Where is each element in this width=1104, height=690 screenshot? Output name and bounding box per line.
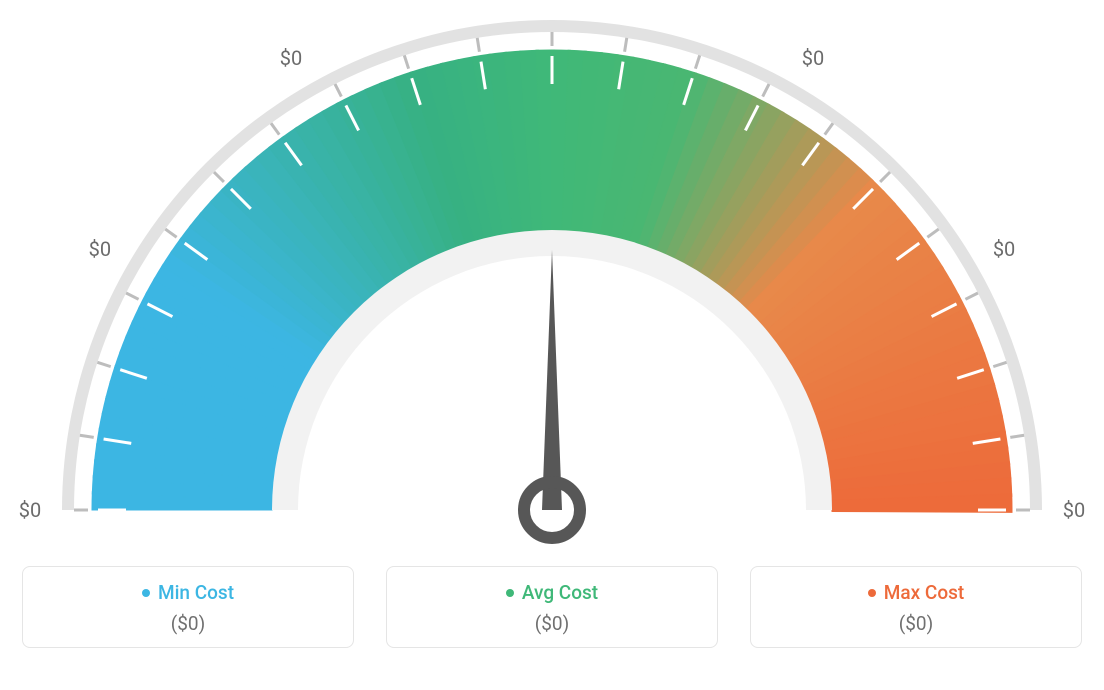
gauge-tick-label: $0 <box>802 46 824 70</box>
legend-card-avg: Avg Cost ($0) <box>386 566 718 648</box>
major-tick <box>165 229 176 237</box>
gauge-tick-label: $0 <box>89 237 111 261</box>
major-tick <box>97 362 110 366</box>
gauge-tick-label: $0 <box>993 237 1015 261</box>
gauge-svg <box>22 10 1082 550</box>
legend-title: Min Cost <box>142 581 234 604</box>
legend-title-text: Min Cost <box>158 581 234 604</box>
major-tick <box>335 84 341 96</box>
major-tick <box>695 55 699 68</box>
major-tick <box>404 55 408 68</box>
major-tick <box>271 123 279 134</box>
legend-title-text: Max Cost <box>884 581 964 604</box>
legend-title: Avg Cost <box>506 581 598 604</box>
major-tick <box>763 84 769 96</box>
major-tick <box>477 38 479 52</box>
major-tick <box>126 293 138 299</box>
major-tick <box>927 229 938 237</box>
legend-row: Min Cost ($0) Avg Cost ($0) Max Cost ($0) <box>22 566 1082 648</box>
gauge-tick-label: $0 <box>19 498 41 522</box>
legend-card-max: Max Cost ($0) <box>750 566 1082 648</box>
major-tick <box>1010 435 1024 437</box>
legend-dot-icon <box>506 589 514 597</box>
gauge-tick-label: $0 <box>280 46 302 70</box>
legend-value: ($0) <box>751 612 1081 635</box>
legend-value: ($0) <box>387 612 717 635</box>
major-tick <box>993 362 1006 366</box>
major-tick <box>880 172 890 182</box>
legend-card-min: Min Cost ($0) <box>22 566 354 648</box>
major-tick <box>825 123 833 134</box>
legend-dot-icon <box>142 589 150 597</box>
major-tick <box>80 435 94 437</box>
major-tick <box>214 172 224 182</box>
legend-dot-icon <box>868 589 876 597</box>
gauge-tick-label: $0 <box>1063 498 1085 522</box>
legend-title-text: Avg Cost <box>522 581 598 604</box>
major-tick <box>625 38 627 52</box>
legend-value: ($0) <box>23 612 353 635</box>
legend-title: Max Cost <box>868 581 964 604</box>
major-tick <box>965 293 977 299</box>
gauge-chart: $0$0$0$0$0$0$0 <box>22 10 1082 550</box>
